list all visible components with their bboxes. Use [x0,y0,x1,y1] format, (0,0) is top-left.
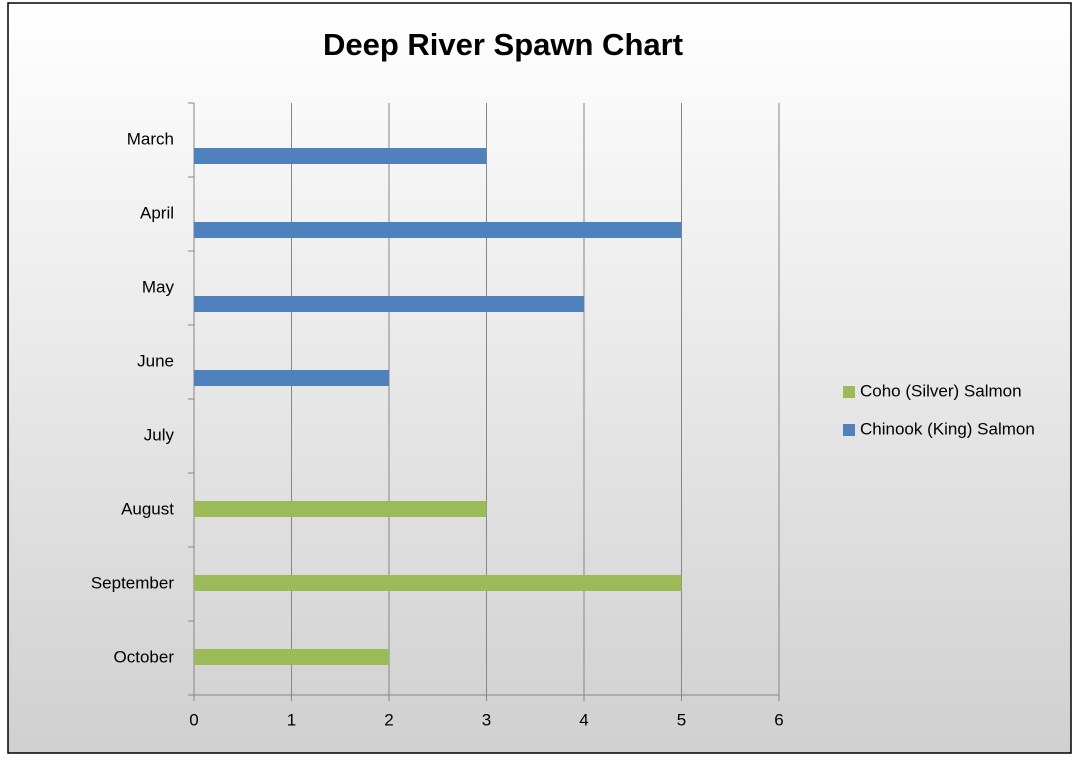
bar [194,222,682,238]
y-tick-label: September [91,573,174,592]
y-tick-label: March [127,129,174,148]
bar [194,148,487,164]
legend-label: Coho (Silver) Salmon [860,381,1022,400]
x-tick-label: 0 [189,710,198,729]
y-tick-label: July [144,425,175,444]
legend-swatch [843,386,855,398]
x-tick-label: 6 [774,710,783,729]
y-tick-label: August [121,499,174,518]
x-tick-label: 3 [482,710,491,729]
y-tick-label: October [114,647,175,666]
legend-swatch [843,424,855,436]
y-tick-label: May [142,277,175,296]
chart-title: Deep River Spawn Chart [323,27,683,62]
y-tick-label: April [140,203,174,222]
chart-frame [7,2,1072,754]
bar [194,370,389,386]
bar [194,649,389,665]
bar [194,575,682,591]
legend-label: Chinook (King) Salmon [860,419,1035,438]
x-tick-label: 5 [677,710,686,729]
y-tick-label: June [137,351,174,370]
x-tick-label: 1 [287,710,296,729]
x-tick-label: 4 [579,710,588,729]
bar [194,501,487,517]
x-tick-label: 2 [384,710,393,729]
bar [194,296,584,312]
